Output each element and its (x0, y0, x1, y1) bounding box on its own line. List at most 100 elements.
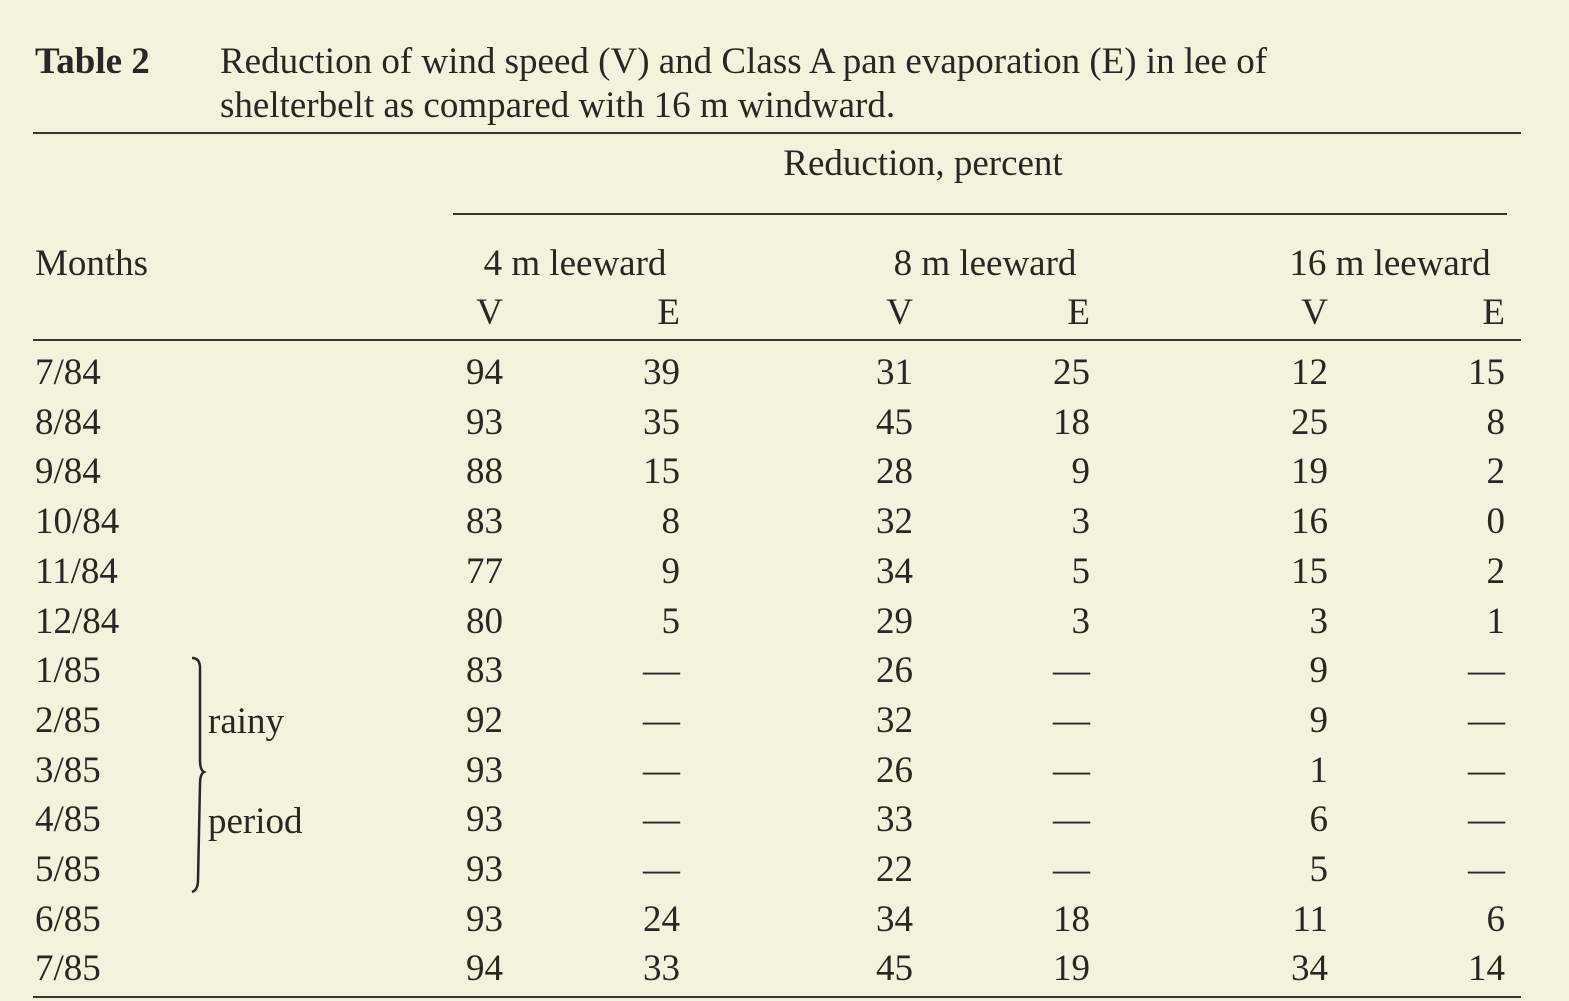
cell: 0 (1486, 501, 1506, 543)
sub-header: E (657, 292, 680, 333)
cell: 80 (466, 600, 503, 642)
cell: 18 (1053, 898, 1090, 940)
cell: 9 (1309, 699, 1329, 741)
month: 10/84 (35, 501, 120, 543)
cell: 24 (643, 898, 680, 940)
cell: 93 (466, 749, 503, 791)
cell: 93 (466, 799, 503, 841)
cell: 93 (466, 401, 503, 443)
cell: 15 (1468, 352, 1505, 393)
cell: 3 (1071, 600, 1091, 642)
cell: 11 (1292, 898, 1328, 940)
cell: 31 (876, 352, 913, 393)
cell: 3 (1309, 600, 1329, 642)
cell: 19 (1291, 451, 1328, 493)
spanner: Reduction, percent (783, 143, 1063, 184)
cell: — (1468, 699, 1505, 741)
cell: 8 (661, 501, 681, 543)
cell: — (1053, 650, 1090, 692)
cell: 12 (1291, 352, 1328, 393)
caption-line: Reduction of wind speed (V) and Class A … (220, 41, 1268, 82)
table-label: Table 2 (35, 41, 150, 82)
cell: 2 (1486, 451, 1506, 493)
cell: 33 (876, 799, 913, 841)
sub-header: V (1301, 292, 1328, 333)
brace (191, 656, 207, 894)
cell: 94 (466, 948, 503, 990)
cell: — (643, 699, 680, 741)
cell: — (1468, 799, 1505, 841)
cell: 5 (661, 600, 681, 642)
group-header: 8 m leeward (893, 243, 1077, 284)
cell: 77 (466, 550, 503, 592)
cell: 9 (661, 550, 681, 592)
cell: 8 (1486, 401, 1506, 443)
month: 12/84 (35, 600, 120, 642)
cell: 26 (876, 749, 913, 791)
cell: 28 (876, 451, 913, 493)
cell: 3 (1071, 501, 1091, 543)
month: 4/85 (35, 799, 101, 841)
cell: 45 (876, 948, 913, 990)
cell: 15 (1291, 550, 1328, 592)
cell: 93 (466, 849, 503, 890)
cell: — (643, 799, 680, 841)
note: period (208, 801, 303, 842)
month: 9/84 (35, 451, 101, 493)
cell: 83 (466, 501, 503, 543)
sub-header: E (1482, 292, 1505, 333)
cell: 34 (1291, 948, 1328, 990)
cell: 32 (876, 501, 913, 543)
cell: 9 (1071, 451, 1091, 493)
cell: 94 (466, 352, 503, 393)
cell: 34 (876, 550, 913, 592)
cell: — (1468, 650, 1505, 692)
cell: 14 (1468, 948, 1505, 990)
cell: — (643, 849, 680, 890)
cell: 34 (876, 898, 913, 940)
cell: 32 (876, 699, 913, 741)
sub-header: V (476, 292, 503, 333)
cell: — (1053, 749, 1090, 791)
cell: — (1468, 749, 1505, 791)
month: 6/85 (35, 898, 101, 940)
month: 11/84 (35, 550, 118, 592)
rule (33, 132, 1521, 134)
cell: 88 (466, 451, 503, 493)
cell: 45 (876, 401, 913, 443)
cell: — (1053, 799, 1090, 841)
cell: 92 (466, 699, 503, 741)
rule (33, 996, 1521, 998)
month: 8/84 (35, 401, 101, 443)
month: 1/85 (35, 650, 101, 692)
rule (453, 213, 1507, 215)
cell: 15 (643, 451, 680, 493)
rule (33, 339, 1521, 341)
cell: 93 (466, 898, 503, 940)
cell: 16 (1291, 501, 1328, 543)
cell: 5 (1309, 849, 1329, 890)
cell: 6 (1309, 799, 1329, 841)
cell: 29 (876, 600, 913, 642)
month: 7/84 (35, 352, 101, 393)
month: 7/85 (35, 948, 101, 990)
cell: 25 (1291, 401, 1328, 443)
cell: 9 (1309, 650, 1329, 692)
month: 3/85 (35, 749, 101, 791)
cell: 6 (1486, 898, 1506, 940)
group-header: 16 m leeward (1289, 243, 1491, 284)
cell: 35 (643, 401, 680, 443)
cell: 22 (876, 849, 913, 890)
cell: 2 (1486, 550, 1506, 592)
cell: 26 (876, 650, 913, 692)
month: 5/85 (35, 849, 101, 890)
cell: 33 (643, 948, 680, 990)
cell: — (1053, 849, 1090, 890)
cell: 1 (1486, 600, 1506, 642)
cell: 18 (1053, 401, 1090, 443)
cell: — (643, 650, 680, 692)
group-header: 4 m leeward (483, 243, 667, 284)
note: rainy (208, 701, 285, 742)
cell: — (1053, 699, 1090, 741)
